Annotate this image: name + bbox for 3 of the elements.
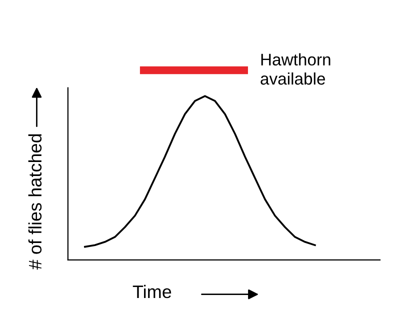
text: Hawthorn available [260,53,330,85]
y-axis-title: # of flies hatched [28,134,42,270]
x-axis-title: Time [132,284,172,298]
